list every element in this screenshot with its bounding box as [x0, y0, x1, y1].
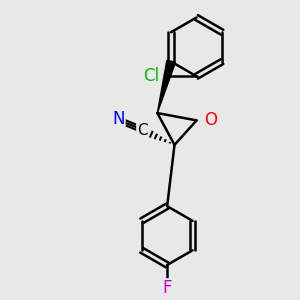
- Text: O: O: [204, 111, 217, 129]
- Text: F: F: [162, 280, 172, 298]
- Text: N: N: [112, 110, 124, 128]
- Text: C: C: [137, 123, 148, 138]
- Text: Cl: Cl: [143, 67, 159, 85]
- Polygon shape: [158, 61, 175, 113]
